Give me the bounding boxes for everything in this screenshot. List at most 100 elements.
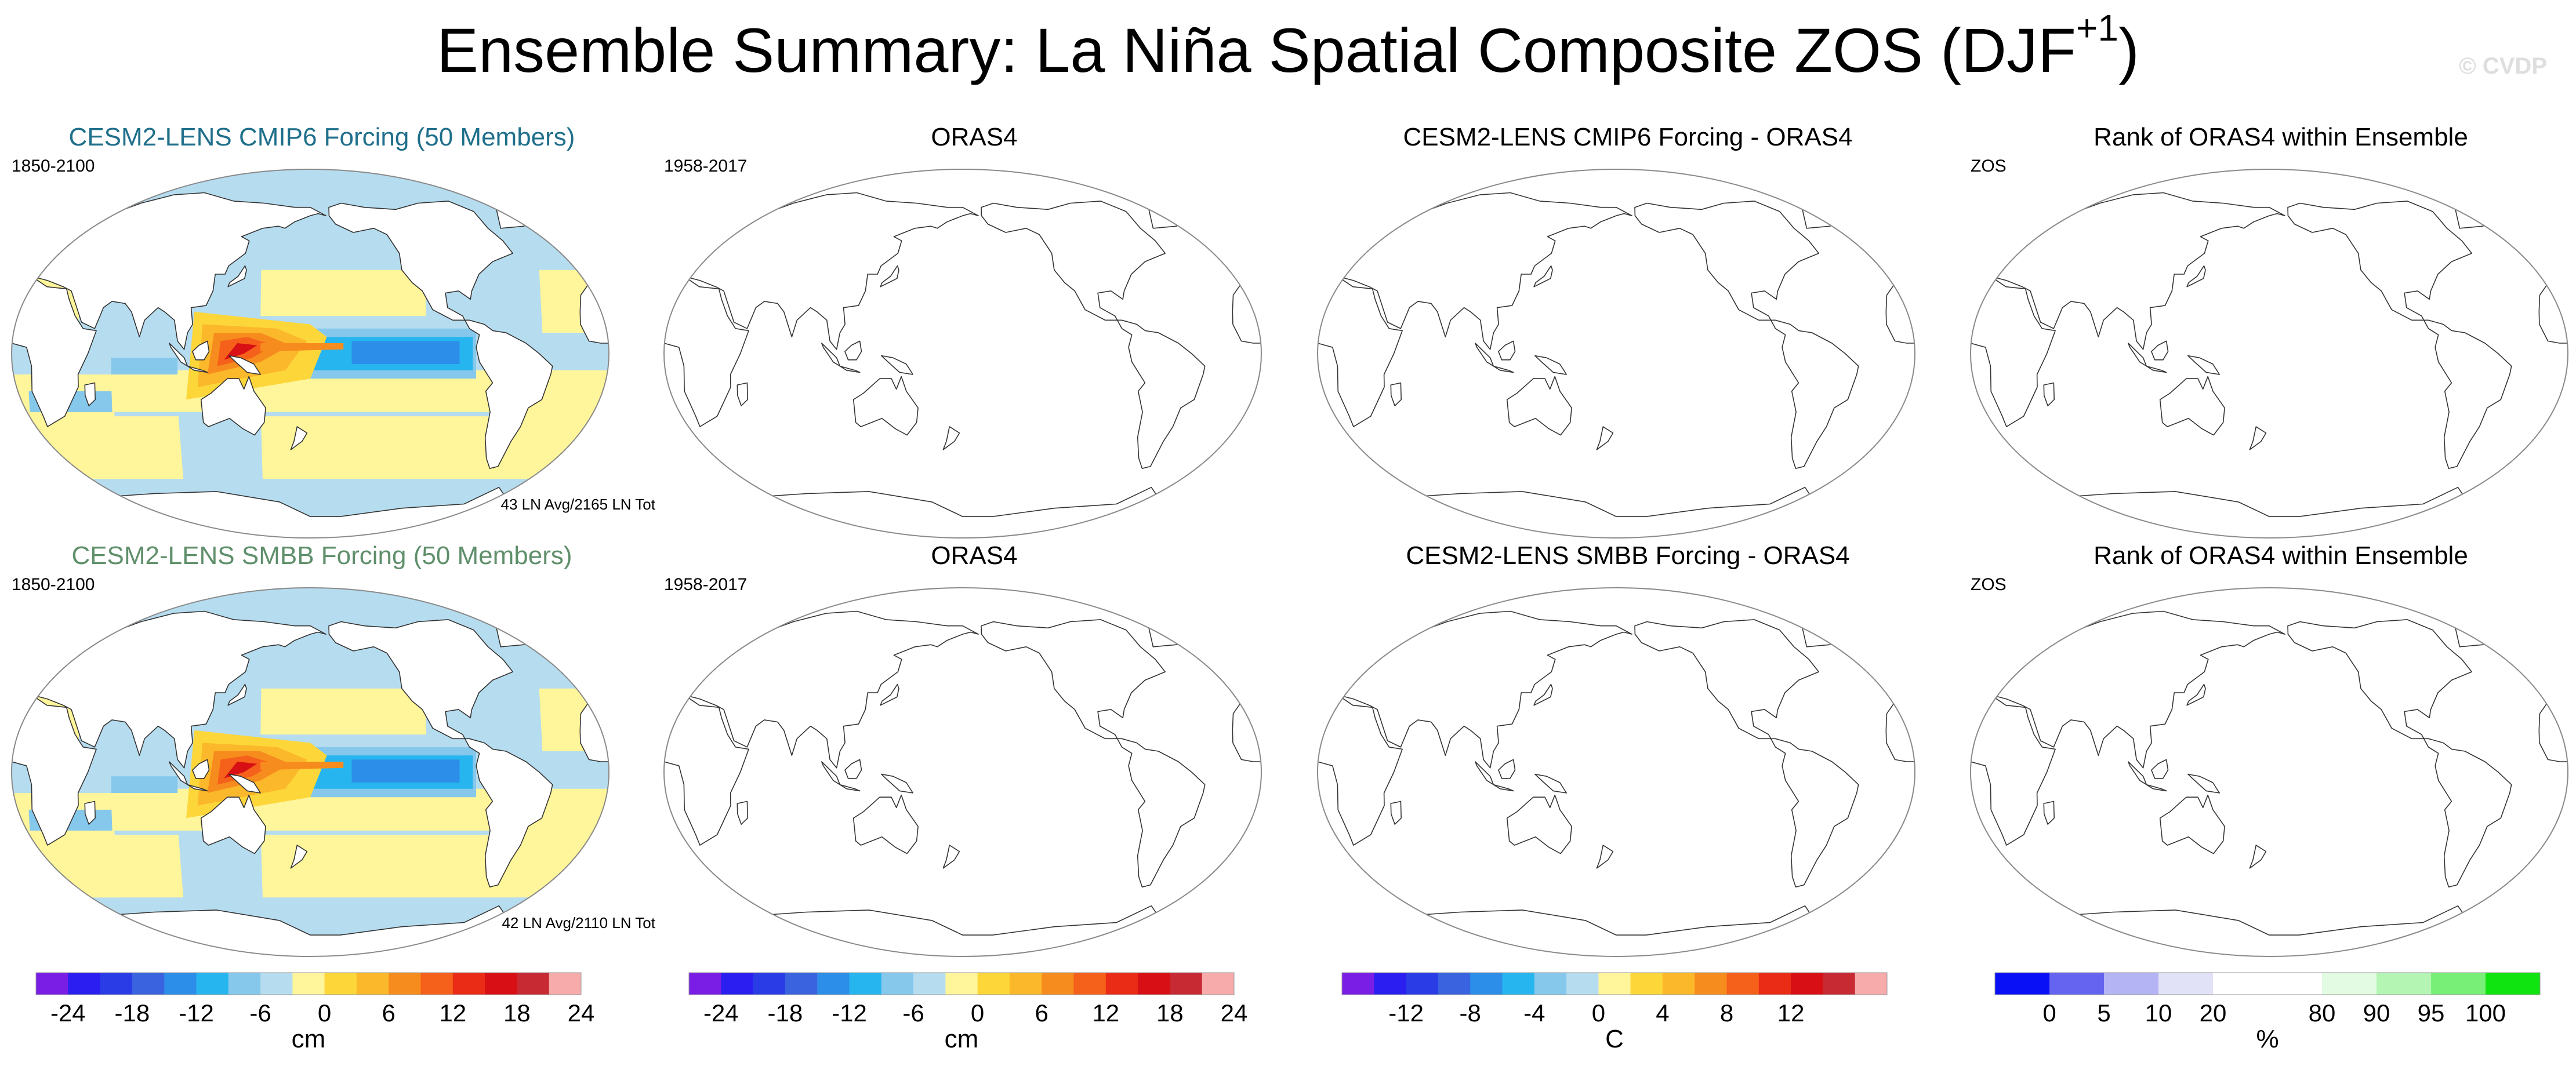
- figure-title-end: ): [2118, 15, 2139, 85]
- colorbar-unit: cm: [944, 1025, 979, 1053]
- landmass-africaW: [2538, 696, 2568, 762]
- landmass-africa: [12, 275, 97, 427]
- colorbar-swatch: [2267, 973, 2323, 995]
- colorbar-swatch: [420, 973, 453, 995]
- colorbar-swatch: [132, 973, 165, 995]
- landmass-eurasia: [1320, 610, 1632, 769]
- landmass-antarctica: [683, 486, 1242, 538]
- landmass-borneo: [844, 340, 862, 361]
- landmass-indonesia1: [2128, 343, 2147, 367]
- landmass-nz: [1596, 426, 1614, 450]
- colorbar-swatch: [1105, 973, 1138, 995]
- landmass-americas: [2287, 619, 2512, 887]
- landmass-australia: [852, 794, 919, 854]
- anomaly-positive: [224, 343, 257, 360]
- colorbar-swatch: [1995, 973, 2050, 995]
- panel-title: CESM2-LENS SMBB Forcing (50 Members): [71, 541, 572, 570]
- landmass-europeW: [583, 221, 607, 279]
- landmass-japan: [2186, 265, 2206, 288]
- colorbar-diff: -12 -8 -4 0 4 8 12 C: [1341, 972, 1922, 1054]
- watermark-logo: © CVDP: [2459, 53, 2547, 79]
- map-body: [12, 588, 609, 956]
- colorbar-unit: C: [1605, 1025, 1624, 1053]
- map-border: [1317, 169, 1915, 539]
- colorbar-swatch: [1630, 973, 1663, 995]
- anomaly-positive: [224, 762, 257, 778]
- panel-title: CESM2-LENS SMBB Forcing - ORAS4: [1406, 541, 1850, 570]
- figure-title-main: Ensemble Summary: La Niña Spatial Compos…: [437, 15, 2077, 85]
- landmass-madagascar: [84, 382, 96, 406]
- landmass-africa: [1318, 275, 1403, 427]
- colorbar-swatch: [228, 973, 261, 995]
- panel-ensemble-cmip6: CESM2-LENS CMIP6 Forcing (50 Members) 18…: [6, 122, 655, 539]
- colorbar-swatch: [356, 973, 389, 995]
- colorbar-swatch: [1438, 973, 1471, 995]
- colorbar-swatch: [753, 973, 786, 995]
- landmass-ng: [228, 773, 261, 794]
- colorbar-swatch: [1342, 973, 1374, 995]
- colorbar-swatch: [1502, 973, 1535, 995]
- world-map-outline: [663, 169, 1262, 539]
- panel-title: CESM2-LENS CMIP6 Forcing - ORAS4: [1403, 123, 1853, 151]
- colorbar-swatch: [517, 973, 550, 995]
- colorbar-tick-label: -24: [50, 999, 86, 1027]
- landmass-nz: [2249, 426, 2267, 450]
- landmass-australia: [200, 376, 266, 436]
- colorbar-swatch: [1042, 973, 1074, 995]
- colorbar-swatch: [785, 973, 818, 995]
- colorbar-swatch: [945, 973, 978, 995]
- colorbar-swatch: [2049, 973, 2105, 995]
- colorbar-tick-label: 0: [318, 999, 331, 1027]
- landmass-uk: [2545, 232, 2557, 250]
- landmass-indonesia1: [1475, 761, 1494, 785]
- panel-obs-2: ORAS4 1958-2017: [658, 540, 1290, 958]
- colorbar-swatch: [1374, 973, 1407, 995]
- landmass-madagascar: [84, 801, 96, 825]
- colorbar-tick-label: 0: [1592, 999, 1605, 1027]
- colorbar-tick-label: 24: [1221, 999, 1248, 1027]
- landmass-antarctica: [1337, 486, 1896, 538]
- landmass-ng: [2187, 773, 2220, 794]
- landmass-indonesia2: [187, 784, 208, 792]
- colorbar-swatch: [1695, 973, 1727, 995]
- panel-rank-2: Rank of ORAS4 within Ensemble ZOS: [1965, 540, 2576, 958]
- colorbar-rank: 0 5 10 20 80 90 95 100 %: [1994, 972, 2575, 1054]
- landmass-nz: [942, 845, 960, 869]
- colorbar-swatch: [1406, 973, 1439, 995]
- landmass-africa: [664, 275, 749, 427]
- colorbar-graphic: -24 -18 -12 -6 0 6 12 18 24: [35, 972, 594, 1027]
- landmass-africa: [1971, 694, 2056, 846]
- figure-title-superscript: +1: [2076, 7, 2118, 49]
- world-map-filled: [11, 169, 609, 539]
- panel-title: Rank of ORAS4 within Ensemble: [2094, 541, 2468, 570]
- colorbar-graphic: 0 5 10 20 80 90 95 100: [1994, 972, 2541, 1027]
- landmass-nz: [290, 426, 308, 450]
- landmass-japan: [880, 683, 899, 706]
- colorbar-swatch: [689, 973, 721, 995]
- landmass-uk: [1239, 232, 1250, 250]
- map-border: [663, 169, 1262, 539]
- colorbar-swatch: [2104, 973, 2159, 995]
- colorbar-tick-label: -24: [703, 999, 739, 1027]
- landmass-indonesia1: [169, 343, 188, 367]
- colorbar-tick-label: 12: [439, 999, 466, 1027]
- colorbar-tick-label: 24: [568, 999, 595, 1027]
- anomaly-negative: [351, 341, 460, 364]
- colorbar-tick-label: 80: [2309, 999, 2336, 1027]
- colorbar-tick-label: -18: [115, 999, 150, 1027]
- landmass-indonesia2: [2146, 784, 2167, 792]
- colorbar-tick-label: 18: [503, 999, 531, 1027]
- colorbar-swatch: [36, 973, 68, 995]
- landmass-indonesia1: [169, 761, 188, 785]
- landmass-madagascar: [1390, 382, 1402, 406]
- landmass-madagascar: [736, 801, 748, 825]
- panel-obs-1: ORAS4 1958-2017: [658, 122, 1290, 539]
- landmass-australia: [852, 376, 919, 436]
- colorbar-swatch: [1791, 973, 1823, 995]
- map-border: [11, 587, 609, 957]
- anomaly-positive: [260, 762, 344, 770]
- anomaly-positive: [260, 343, 344, 352]
- landmass-japan: [880, 265, 899, 288]
- colorbar-tick-label: -12: [1388, 999, 1424, 1027]
- colorbar-tick-label: 12: [1777, 999, 1805, 1027]
